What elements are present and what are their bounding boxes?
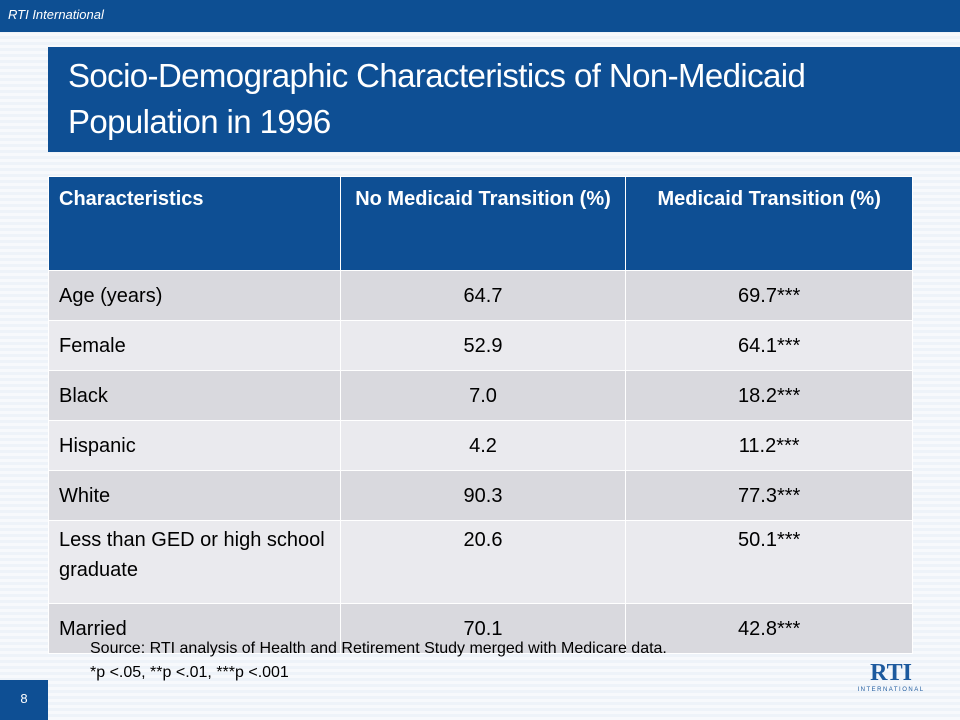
- table-cell: Less than GED or high school graduate: [48, 520, 341, 604]
- table-cell: 4.2: [339, 420, 627, 471]
- logo-text: RTI: [870, 660, 912, 686]
- table-cell: 11.2***: [625, 420, 913, 471]
- table-cell: 50.1***: [625, 520, 913, 604]
- page-number: 8: [20, 691, 28, 706]
- logo-subtext: INTERNATIONAL: [857, 687, 924, 693]
- column-header: No Medicaid Transition (%): [339, 176, 627, 271]
- data-table: Characteristics No Medicaid Transition (%…: [48, 176, 913, 654]
- header-row: Characteristics No Medicaid Transition (%…: [48, 176, 913, 271]
- table-cell: White: [48, 470, 341, 521]
- table-row: White 90.3 77.3***: [48, 470, 913, 521]
- slide-title: Socio-Demographic Characteristics of Non…: [68, 57, 806, 140]
- table-row: Married 70.1 42.8***: [48, 603, 913, 654]
- title-box: Socio-Demographic Characteristics of Non…: [48, 47, 960, 152]
- table-cell: Age (years): [48, 270, 341, 321]
- table-row: Age (years) 64.7 69.7***: [48, 270, 913, 321]
- table-cell: 70.1: [339, 603, 627, 654]
- table-row: Female 52.9 64.1***: [48, 320, 913, 371]
- table-cell: 64.7: [339, 270, 627, 321]
- source-note: Source: RTI analysis of Health and Retir…: [90, 640, 667, 657]
- table-row: Hispanic 4.2 11.2***: [48, 420, 913, 471]
- logo: RTI INTERNATIONAL: [857, 660, 924, 693]
- table-cell: 90.3: [339, 470, 627, 521]
- table-cell: 52.9: [339, 320, 627, 371]
- table-cell: 69.7***: [625, 270, 913, 321]
- table-cell: Black: [48, 370, 341, 421]
- table-cell: Married: [48, 603, 341, 654]
- table-row: Less than GED or high school graduate 20.…: [48, 520, 913, 604]
- top-bar: RTI International: [0, 0, 960, 32]
- table-cell: Hispanic: [48, 420, 341, 471]
- table-cell: 20.6: [339, 520, 627, 604]
- table-cell: 42.8***: [625, 603, 913, 654]
- column-header: Characteristics: [48, 176, 341, 271]
- table-row: Black 7.0 18.2***: [48, 370, 913, 421]
- page-box: 8: [0, 680, 48, 720]
- table-cell: Female: [48, 320, 341, 371]
- table-cell: 18.2***: [625, 370, 913, 421]
- significance-note: *p <.05, **p <.01, ***p <.001: [90, 664, 289, 681]
- table-cell: 7.0: [339, 370, 627, 421]
- column-header: Medicaid Transition (%): [625, 176, 913, 271]
- table-cell: 77.3***: [625, 470, 913, 521]
- org-name: RTI International: [8, 7, 104, 22]
- footnotes: Source: RTI analysis of Health and Retir…: [90, 637, 830, 685]
- table-cell: 64.1***: [625, 320, 913, 371]
